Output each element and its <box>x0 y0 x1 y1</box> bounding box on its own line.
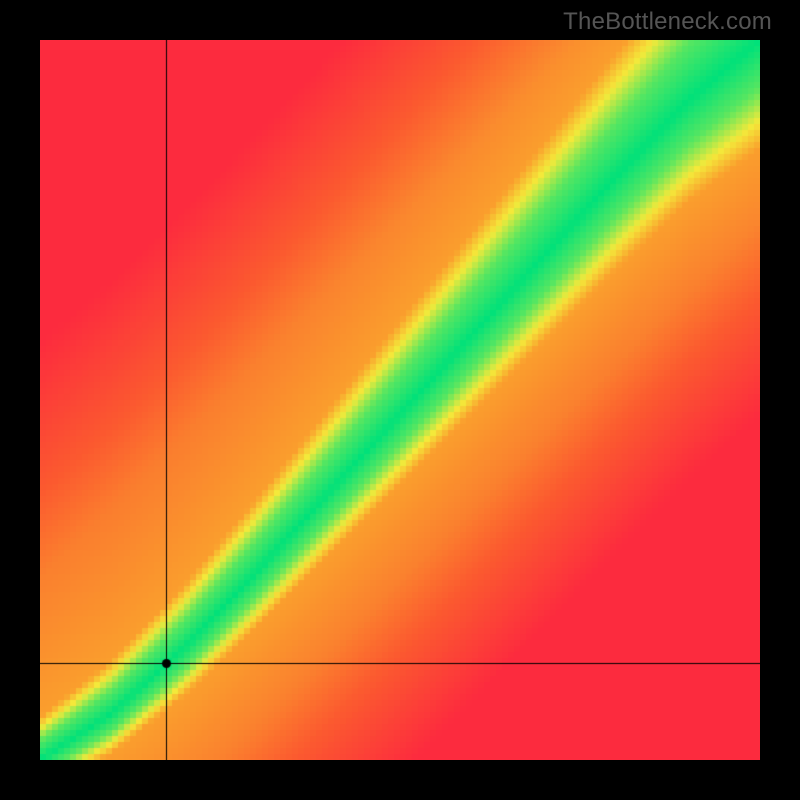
heatmap-canvas <box>40 40 760 760</box>
heatmap-plot <box>40 40 760 760</box>
watermark-text: TheBottleneck.com <box>563 8 772 36</box>
